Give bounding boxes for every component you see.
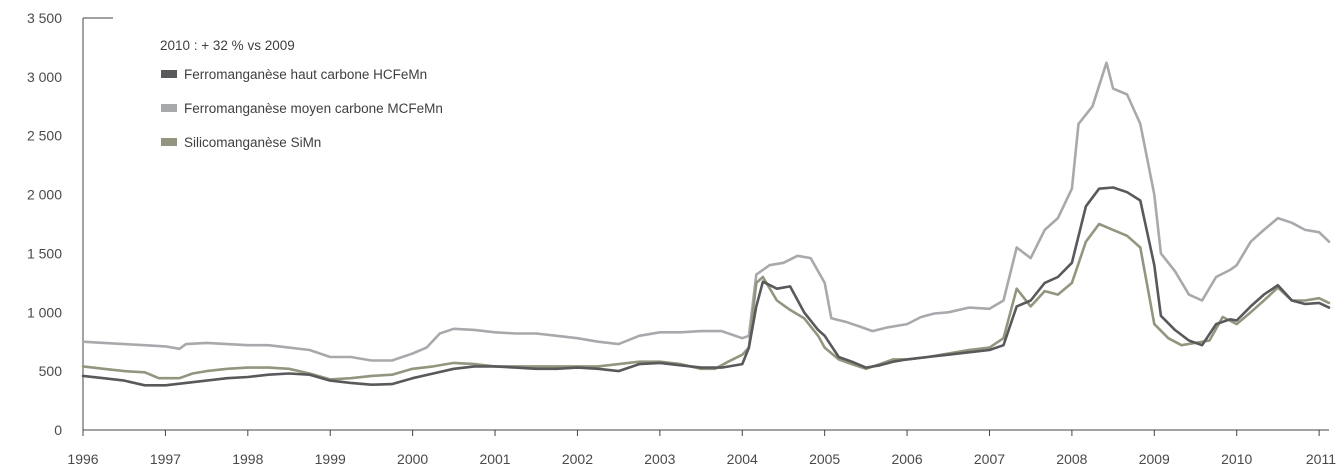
y-tick-label: 2 500 [27, 128, 62, 144]
x-tick-label: 1998 [232, 451, 263, 467]
x-axis-ticks: 1996 1997 1998 1999 2000 2001 2002 2003 2004 2005… [67, 430, 1336, 467]
series-lines [81, 61, 1331, 387]
y-tick-label: 3 500 [27, 10, 62, 26]
y-tick-label: 0 [54, 422, 62, 438]
legend: 2010 : + 32 % vs 2009 Ferromanganèse hau… [160, 38, 443, 150]
x-tick-label: 2003 [644, 451, 675, 467]
y-tick-label: 500 [39, 363, 63, 379]
x-tick-label: 2000 [397, 451, 428, 467]
axes [82, 17, 1329, 431]
legend-label-simn: Silicomanganèse SiMn [184, 135, 321, 150]
y-axis-ticks: 0 500 1 000 1 500 2 000 2 500 3 000 3 500 [27, 10, 62, 438]
x-tick-label: 1996 [67, 451, 98, 467]
x-tick-label: 2009 [1139, 451, 1170, 467]
legend-label-mcfemn: Ferromanganèse moyen carbone MCFeMn [184, 101, 443, 116]
x-tick-label: 2005 [809, 451, 840, 467]
x-tick-label: 2007 [974, 451, 1005, 467]
x-tick-label: 2004 [727, 451, 758, 467]
y-tick-label: 1 000 [27, 304, 62, 320]
x-tick-label: 1999 [315, 451, 346, 467]
series-line-mcfemn [81, 61, 1331, 362]
y-tick-label: 3 000 [27, 69, 62, 85]
y-tick-label: 1 500 [27, 245, 62, 261]
x-tick-label: 2002 [562, 451, 593, 467]
legend-swatch-simn [161, 138, 177, 146]
x-tick-label: 2008 [1056, 451, 1087, 467]
annotation-text: 2010 : + 32 % vs 2009 [160, 38, 295, 53]
x-tick-label: 2006 [891, 451, 922, 467]
series-line-simn [81, 222, 1331, 381]
x-tick-label: 2011 [1306, 451, 1336, 467]
legend-label-hcfemn: Ferromanganèse haut carbone HCFeMn [184, 67, 427, 82]
legend-swatch-mcfemn [161, 104, 177, 112]
x-tick-label: 1997 [150, 451, 181, 467]
x-tick-label: 2001 [479, 451, 510, 467]
x-tick-label: 2010 [1221, 451, 1252, 467]
series-line-hcfemn [81, 186, 1331, 387]
legend-swatch-hcfemn [161, 70, 177, 78]
y-tick-label: 2 000 [27, 187, 62, 203]
